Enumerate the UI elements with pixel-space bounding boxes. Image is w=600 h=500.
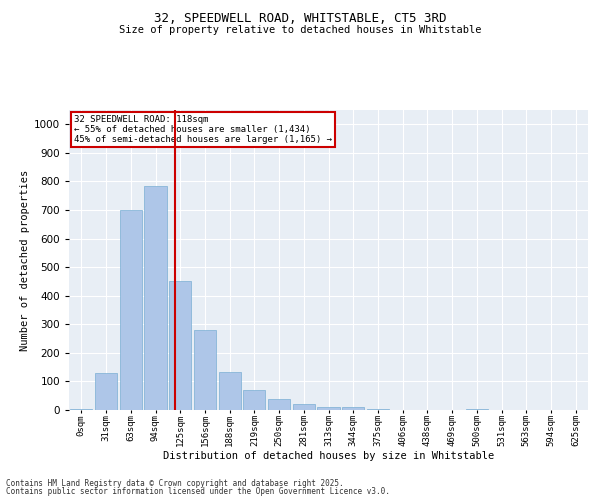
Bar [243, 390, 265, 410]
Bar [169, 282, 191, 410]
Bar [466, 408, 488, 410]
Bar [70, 408, 92, 410]
Bar [95, 373, 117, 410]
Bar [342, 407, 364, 410]
Text: 32, SPEEDWELL ROAD, WHITSTABLE, CT5 3RD: 32, SPEEDWELL ROAD, WHITSTABLE, CT5 3RD [154, 12, 446, 26]
Text: 32 SPEEDWELL ROAD: 118sqm
← 55% of detached houses are smaller (1,434)
45% of se: 32 SPEEDWELL ROAD: 118sqm ← 55% of detac… [74, 114, 332, 144]
Bar [293, 404, 315, 410]
Bar [268, 399, 290, 410]
Text: Contains public sector information licensed under the Open Government Licence v3: Contains public sector information licen… [6, 487, 390, 496]
Text: Contains HM Land Registry data © Crown copyright and database right 2025.: Contains HM Land Registry data © Crown c… [6, 478, 344, 488]
Y-axis label: Number of detached properties: Number of detached properties [20, 170, 29, 350]
Bar [218, 372, 241, 410]
X-axis label: Distribution of detached houses by size in Whitstable: Distribution of detached houses by size … [163, 450, 494, 460]
Bar [367, 408, 389, 410]
Text: Size of property relative to detached houses in Whitstable: Size of property relative to detached ho… [119, 25, 481, 35]
Bar [119, 210, 142, 410]
Bar [317, 407, 340, 410]
Bar [194, 330, 216, 410]
Bar [145, 186, 167, 410]
